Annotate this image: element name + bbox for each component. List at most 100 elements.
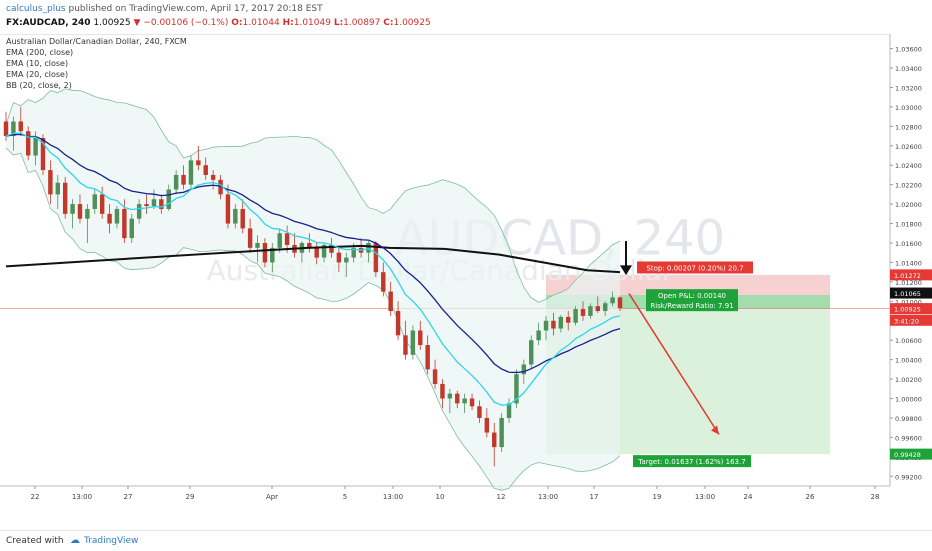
candle-body (18, 121, 24, 132)
candle-body (558, 316, 564, 329)
candle (114, 206, 120, 229)
candle (617, 296, 623, 312)
candle (492, 422, 497, 467)
target-price-tag: 0.99428 (894, 451, 921, 459)
price-tick-label: 1.03600 (895, 46, 922, 54)
bb-fill (6, 88, 620, 491)
candle-body (418, 330, 423, 346)
candle-body (307, 242, 312, 248)
candle (588, 303, 593, 319)
time-tick-label: 13:00 (538, 493, 558, 501)
candle-body (536, 330, 541, 341)
time-tick-label: 29 (186, 493, 195, 501)
candle (122, 199, 127, 243)
time-axis: 22 13:00 27 29 Apr 5 13:00 10 12 13:00 17 19 13:00 24… (0, 485, 890, 501)
candle (432, 359, 438, 389)
candle (388, 281, 393, 316)
close-label: C: (383, 18, 394, 28)
symbol-line: FX:AUDCAD, 240 1.00925 ▼ −0.00106 (−0.1%… (6, 18, 431, 28)
bollinger-bands (5, 88, 621, 491)
candle-body (277, 233, 282, 248)
candle-body (284, 233, 290, 245)
time-tick-label: 24 (744, 493, 753, 501)
symbol-label: FX:AUDCAD, 240 (6, 18, 91, 28)
legend-ema200[interactable]: EMA (200, close) (6, 48, 74, 57)
candle (92, 189, 97, 214)
price-tick-label: 1.02400 (895, 162, 922, 170)
candle (565, 311, 571, 331)
candle (425, 335, 430, 375)
candle-body (336, 252, 342, 263)
price-tick-label: 1.00400 (895, 357, 922, 365)
legend-ema20[interactable]: EMA (20, close) (6, 70, 69, 79)
candle (344, 252, 349, 278)
price-tick-label: 1.00000 (895, 396, 922, 404)
target-label: Target: 0.01637 (1.62%) 163.7 (637, 458, 745, 466)
tradingview-brand[interactable]: TradingView (84, 536, 139, 546)
price-chart[interactable]: 0.992000.994000.996000.998001.000001.002… (0, 34, 932, 516)
candle-body (395, 311, 401, 336)
candle-body (77, 204, 83, 219)
candle-body (188, 160, 194, 185)
price-tick-label: 1.02200 (895, 182, 922, 190)
candle (196, 145, 201, 171)
candle (514, 369, 519, 409)
candle (181, 165, 186, 190)
time-tick-label: Apr (266, 493, 278, 501)
candle-body (462, 398, 467, 404)
candle-body (492, 432, 497, 448)
candle-body (136, 204, 142, 219)
open-value: 1.01044 (242, 18, 280, 28)
candle-body (129, 218, 134, 239)
ema10-line (5, 132, 621, 406)
legend-bb[interactable]: BB (20, close, 2) (6, 81, 72, 90)
time-tick-label: 13:00 (383, 493, 403, 501)
candle (418, 320, 423, 350)
candle-body (329, 244, 334, 253)
legend-ema10[interactable]: EMA (10, close) (6, 59, 69, 68)
time-tick-label: 26 (806, 493, 815, 501)
candle-body (610, 297, 615, 304)
time-tick-label: 13:00 (72, 493, 92, 501)
candle (321, 242, 327, 263)
price-tick-label: 1.00600 (895, 337, 922, 345)
legend-symbol: Australian Dollar/Canadian Dollar, 240, … (6, 37, 187, 46)
candle-body (595, 306, 601, 312)
candle-body (366, 242, 371, 253)
entry-price-tag-bg (890, 287, 932, 299)
time-tick-label: 19 (653, 493, 662, 501)
candle (270, 242, 275, 273)
high-label: H: (282, 18, 294, 28)
candle-body (543, 320, 549, 331)
candle-body (425, 345, 430, 370)
candle-body (3, 121, 9, 137)
projection-arrow-line (628, 293, 720, 435)
candle-body (573, 309, 578, 323)
candle (62, 176, 68, 219)
risk-reward-label: Risk/Reward Ratio: 7.91 (650, 302, 733, 310)
candle-body (85, 208, 90, 219)
candle-body (55, 182, 61, 195)
candle (602, 301, 608, 316)
candle-body (181, 174, 186, 185)
author-link[interactable]: calculus_plus (6, 4, 66, 14)
candle (499, 413, 504, 452)
candle (48, 160, 53, 205)
candle (440, 379, 445, 409)
candle (610, 291, 615, 307)
candle-body (455, 393, 460, 404)
countdown-tag-bg (890, 314, 932, 326)
candle (210, 170, 216, 190)
candle-body (440, 383, 445, 399)
candle-body (388, 291, 393, 312)
candle-body (499, 417, 504, 448)
indicator-legend: Australian Dollar/Canadian Dollar, 240, … (6, 36, 187, 91)
candle-body (225, 194, 231, 224)
time-tick-label: 13:00 (695, 493, 715, 501)
candle-body (588, 306, 593, 316)
candle (573, 306, 578, 326)
price-tick-label: 1.02800 (895, 123, 922, 131)
candle-body (506, 403, 512, 418)
candle-body (514, 374, 519, 404)
candle (469, 393, 475, 411)
